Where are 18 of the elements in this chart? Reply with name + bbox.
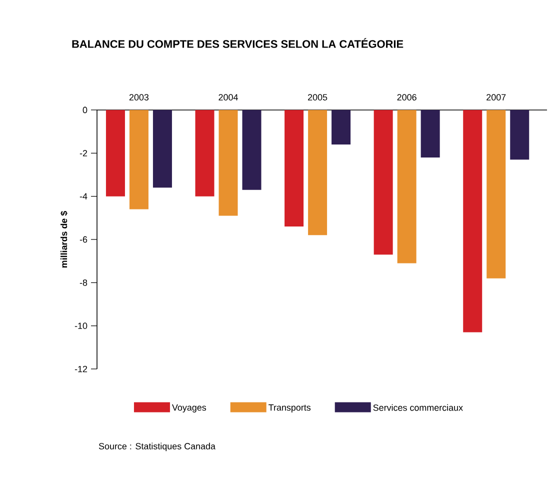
- legend-label: Services commerciaux: [373, 404, 463, 411]
- chart-title: BALANCE DU COMPTE DES SERVICES SELON LA CATÉGORIE: [72, 38, 404, 48]
- y-tick-label: -10: [74, 322, 88, 329]
- x-tick-label: 2005: [308, 94, 328, 100]
- y-tick-label: -8: [80, 279, 88, 286]
- legend-label: Voyages: [172, 404, 206, 412]
- y-tick-label: -4: [80, 193, 88, 200]
- legend-label: Transports: [268, 404, 311, 412]
- x-tick-label: 2006: [397, 94, 416, 100]
- y-axis-title: milliards de $: [60, 210, 68, 268]
- y-tick-label: -12: [74, 366, 88, 372]
- x-tick-label: 2004: [218, 94, 238, 100]
- x-tick-label: 2003: [129, 94, 149, 100]
- y-tick-label: -2: [80, 150, 88, 156]
- y-tick-label: 0: [82, 106, 88, 114]
- y-tick-label: -6: [80, 236, 88, 243]
- x-tick-label: 2007: [486, 94, 506, 100]
- source-note: Source : Statistiques Canada: [98, 442, 216, 452]
